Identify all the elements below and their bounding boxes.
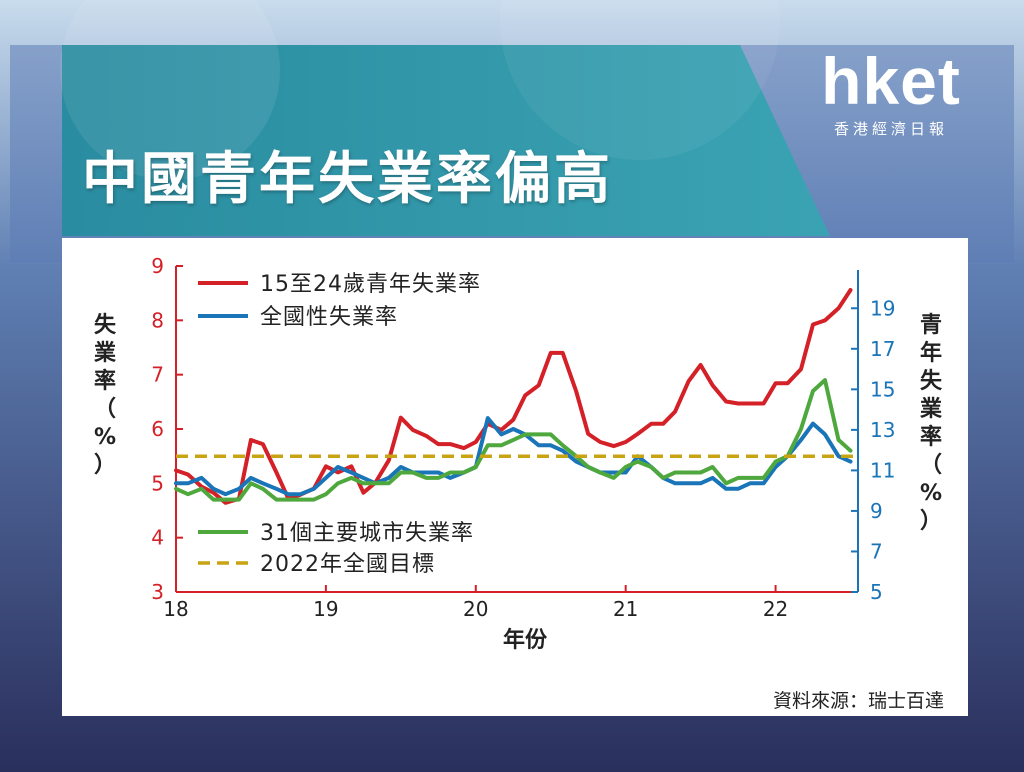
x-tick-label: 20 bbox=[463, 597, 488, 621]
legend-label-youth: 15至24歲青年失業率 bbox=[260, 272, 481, 297]
axis-label-char: 率 bbox=[93, 369, 116, 394]
axis-label-char: ） bbox=[919, 509, 942, 534]
axis-label-char: ） bbox=[93, 453, 116, 478]
hket-logo: hket 香港經濟日報 bbox=[806, 44, 976, 139]
x-tick-label: 18 bbox=[163, 597, 188, 621]
y-tick-label-right: 7 bbox=[870, 539, 883, 563]
legend-label-target: 2022年全國目標 bbox=[260, 552, 435, 577]
y-axis-label-right: 青年失業率 （% ） bbox=[914, 312, 948, 536]
y-tick-label-right: 13 bbox=[870, 418, 895, 442]
y-tick-label-right: 19 bbox=[870, 296, 895, 320]
y-tick-label-left: 3 bbox=[151, 580, 164, 604]
y-tick-label-left: 6 bbox=[151, 417, 164, 441]
x-tick-label: 21 bbox=[613, 597, 638, 621]
y-tick-label-right: 15 bbox=[870, 377, 895, 401]
axis-label-char: 年 bbox=[919, 341, 942, 366]
logo-wordmark: hket bbox=[821, 44, 961, 118]
axis-label-char: 失 bbox=[919, 369, 942, 394]
y-tick-label-left: 9 bbox=[151, 254, 164, 278]
axis-label-char: 業 bbox=[93, 341, 116, 366]
y-tick-label-right: 17 bbox=[870, 337, 895, 361]
axis-label-char: % bbox=[93, 425, 117, 450]
page-title: 中國青年失業率偏高 bbox=[82, 147, 613, 212]
series-line-national bbox=[174, 416, 853, 497]
y-tick-label-left: 8 bbox=[151, 308, 164, 332]
axis-label-char: （ bbox=[919, 453, 942, 478]
legend-label-national: 全國性失業率 bbox=[260, 305, 398, 330]
axis-label-char: % bbox=[919, 481, 943, 506]
y-tick-label-right: 9 bbox=[870, 499, 883, 523]
x-tick-label: 19 bbox=[313, 597, 338, 621]
legend-label-cities: 31個主要城市失業率 bbox=[260, 521, 474, 546]
series-line-cities bbox=[174, 378, 853, 502]
y-tick-label-right: 5 bbox=[870, 580, 883, 604]
y-axis-label-left: 失業率 （% ） bbox=[88, 312, 122, 480]
logo-subtitle: 香港經濟日報 bbox=[833, 120, 948, 138]
y-tick-label-left: 5 bbox=[151, 471, 164, 495]
source-note: 資料來源：瑞士百達 bbox=[772, 690, 944, 712]
axis-label-char: 青 bbox=[919, 313, 942, 338]
axis-label-char: 業 bbox=[919, 397, 942, 422]
x-tick-label: 22 bbox=[763, 597, 788, 621]
y-tick-label-left: 7 bbox=[151, 363, 164, 387]
axis-label-char: （ bbox=[93, 397, 116, 422]
y-tick-label-left: 4 bbox=[151, 526, 164, 550]
y-tick-label-right: 11 bbox=[870, 458, 895, 482]
axis-label-char: 失 bbox=[93, 313, 116, 338]
x-axis-label: 年份 bbox=[502, 628, 547, 653]
axis-label-char: 率 bbox=[919, 425, 942, 450]
